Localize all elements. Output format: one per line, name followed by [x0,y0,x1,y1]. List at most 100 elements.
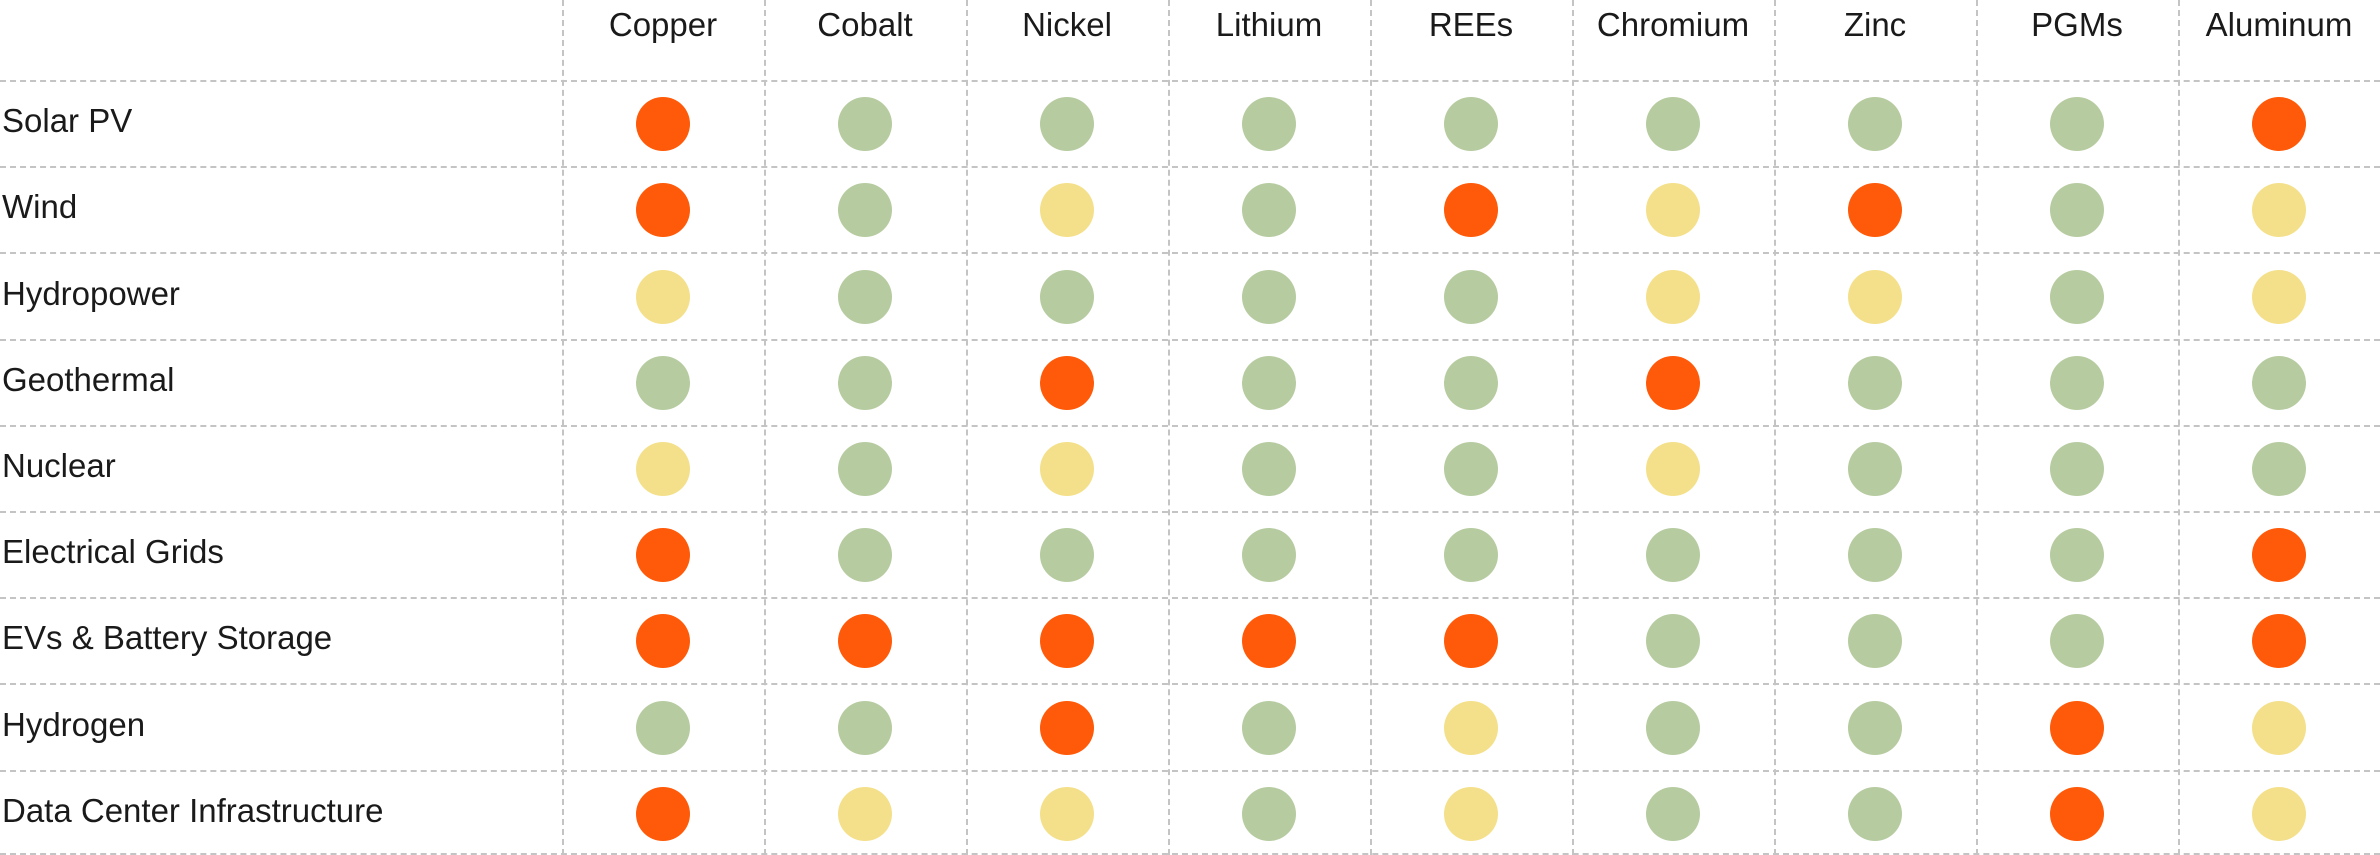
column-header: REEs [1428,6,1514,43]
importance-dot-low [1242,700,1296,755]
importance-dot-low [1848,614,1902,669]
importance-dot-low [1848,528,1902,583]
importance-dot-low [2050,528,2104,583]
grid-row-rule [0,683,2380,685]
grid-column-rule [1572,0,1574,855]
row-label: Wind [2,188,78,226]
importance-dot-low [1242,786,1296,841]
importance-dot-medium [1646,441,1700,496]
importance-dot-low [1646,528,1700,583]
grid-row-rule [0,166,2380,168]
importance-dot-low [1242,355,1296,410]
grid-row-rule [0,511,2380,513]
importance-dot-high [1040,355,1094,410]
importance-dot-high [636,786,690,841]
importance-dot-low [1646,786,1700,841]
importance-dot-low [2252,441,2306,496]
importance-dot-high [1444,614,1498,669]
importance-dot-low [2050,97,2104,152]
row-label: Electrical Grids [2,533,224,571]
importance-dot-medium [2252,269,2306,324]
row-label: Data Center Infrastructure [2,791,384,829]
grid-row-rule [0,339,2380,341]
importance-dot-high [838,614,892,669]
column-header: Nickel [1022,6,1112,43]
importance-dot-low [2252,355,2306,410]
importance-dot-low [1444,441,1498,496]
importance-dot-low [1242,528,1296,583]
importance-dot-low [1646,97,1700,152]
importance-dot-low [1646,614,1700,669]
importance-dot-low [2050,355,2104,410]
importance-dot-high [1444,183,1498,238]
row-label: Geothermal [2,360,175,398]
importance-dot-medium [1848,269,1902,324]
importance-dot-low [1848,355,1902,410]
importance-dot-high [2050,700,2104,755]
row-label: EVs & Battery Storage [2,619,333,657]
importance-dot-low [1646,700,1700,755]
importance-dot-low [1040,269,1094,324]
importance-dot-high [1040,614,1094,669]
importance-dot-high [2050,786,2104,841]
column-header: PGMs [2031,6,2123,43]
importance-dot-medium [1040,183,1094,238]
importance-dot-high [636,614,690,669]
importance-dot-medium [838,786,892,841]
grid-column-rule [966,0,968,855]
importance-dot-medium [1040,786,1094,841]
grid-row-rule [0,853,2380,855]
importance-dot-high [636,97,690,152]
importance-dot-low [838,97,892,152]
importance-dot-high [1646,355,1700,410]
row-label: Hydrogen [2,705,146,743]
importance-dot-low [1848,441,1902,496]
grid-row-rule [0,252,2380,254]
row-label: Solar PV [2,102,133,140]
importance-dot-high [636,528,690,583]
importance-dot-low [1040,97,1094,152]
importance-dot-low [838,269,892,324]
importance-dot-medium [1646,269,1700,324]
importance-dot-low [1444,97,1498,152]
importance-dot-low [1444,269,1498,324]
importance-dot-high [2252,528,2306,583]
importance-dot-medium [2252,183,2306,238]
importance-dot-low [1040,528,1094,583]
importance-dot-low [1444,355,1498,410]
importance-dot-medium [2252,700,2306,755]
grid-column-rule [764,0,766,855]
row-label: Nuclear [2,446,116,484]
importance-dot-low [636,700,690,755]
importance-dot-high [2252,614,2306,669]
importance-dot-low [1242,269,1296,324]
importance-dot-medium [636,269,690,324]
row-label: Hydropower [2,274,180,312]
importance-dot-low [838,700,892,755]
importance-dot-low [1848,700,1902,755]
grid-row-rule [0,425,2380,427]
importance-dot-low [2050,441,2104,496]
column-header: Zinc [1843,6,1907,43]
grid-column-rule [1774,0,1776,855]
importance-dot-medium [1444,786,1498,841]
importance-dot-low [1242,441,1296,496]
importance-dot-high [1242,614,1296,669]
importance-dot-low [1444,528,1498,583]
importance-dot-low [838,183,892,238]
grid-row-rule [0,80,2380,82]
importance-dot-medium [2252,786,2306,841]
grid-column-rule [1976,0,1978,855]
importance-dot-low [838,528,892,583]
importance-dot-medium [1646,183,1700,238]
importance-dot-low [838,355,892,410]
importance-dot-medium [636,441,690,496]
grid-column-rule [1168,0,1170,855]
importance-dot-high [1040,700,1094,755]
importance-dot-medium [1040,441,1094,496]
grid-row-rule [0,597,2380,599]
importance-dot-high [636,183,690,238]
importance-dot-low [1242,97,1296,152]
importance-dot-high [2252,97,2306,152]
